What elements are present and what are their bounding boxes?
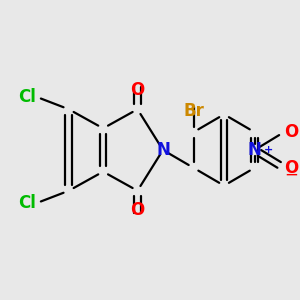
Text: −: − xyxy=(285,166,298,184)
Text: O: O xyxy=(130,201,145,219)
Text: Br: Br xyxy=(183,102,204,120)
Text: Cl: Cl xyxy=(18,194,36,212)
Text: O: O xyxy=(284,159,298,177)
Text: Cl: Cl xyxy=(18,88,36,106)
Text: O: O xyxy=(284,123,298,141)
Text: N: N xyxy=(156,141,170,159)
Text: O: O xyxy=(130,81,145,99)
Text: N: N xyxy=(248,141,262,159)
Text: +: + xyxy=(264,145,274,155)
